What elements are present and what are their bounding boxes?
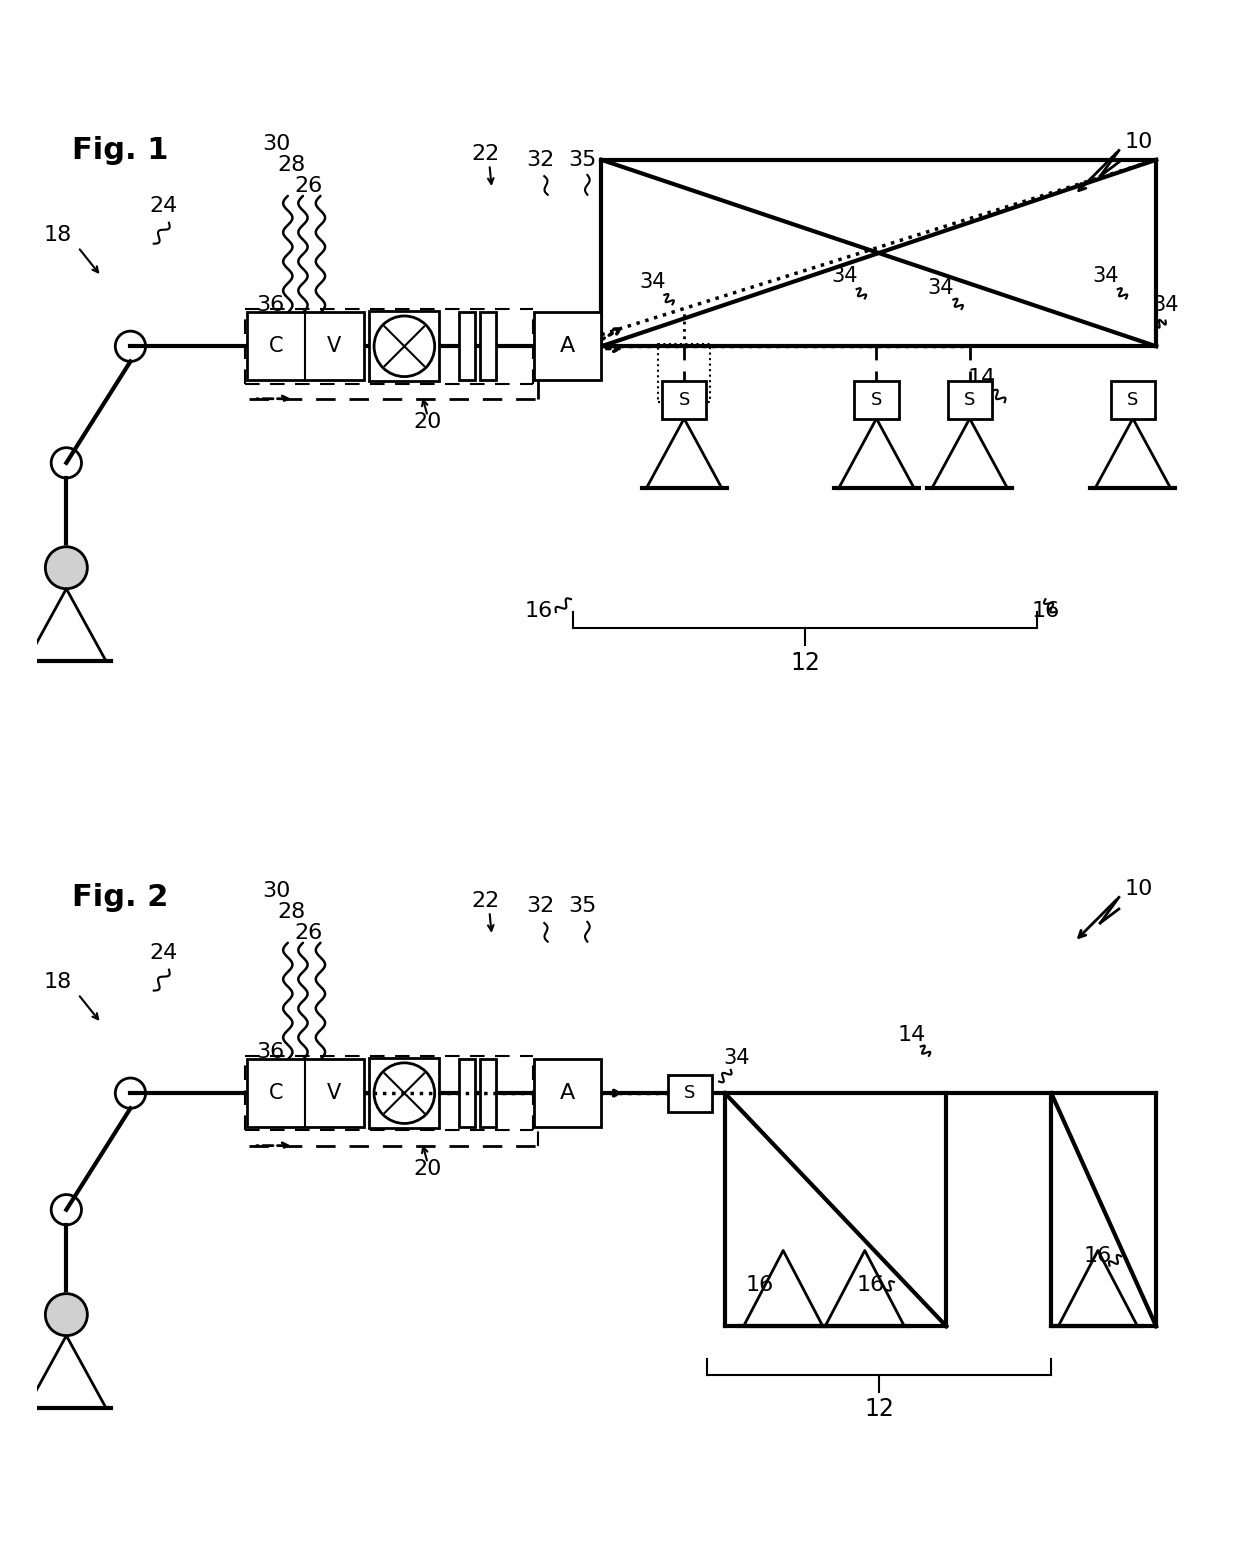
Text: 16: 16 (857, 1276, 884, 1295)
Text: 34: 34 (928, 279, 954, 297)
Text: 34: 34 (1152, 296, 1179, 316)
Text: Fig. 2: Fig. 2 (72, 884, 169, 912)
Text: C: C (269, 1083, 284, 1103)
Circle shape (46, 546, 87, 588)
Polygon shape (1058, 1251, 1137, 1326)
Text: V: V (327, 336, 341, 356)
Text: Fig. 1: Fig. 1 (72, 137, 169, 165)
Text: 16: 16 (525, 601, 553, 621)
Text: S: S (684, 1085, 696, 1102)
FancyBboxPatch shape (459, 1060, 475, 1127)
Text: 28: 28 (278, 156, 305, 176)
Text: S: S (963, 391, 976, 409)
Text: 22: 22 (472, 143, 500, 163)
Text: 26: 26 (295, 176, 322, 196)
Text: S: S (1127, 391, 1138, 409)
FancyBboxPatch shape (533, 1060, 601, 1127)
FancyBboxPatch shape (947, 381, 992, 419)
Text: 24: 24 (149, 943, 177, 963)
Text: V: V (327, 1083, 341, 1103)
Text: 34: 34 (723, 1049, 750, 1067)
Text: 20: 20 (413, 412, 441, 433)
Text: 18: 18 (45, 226, 72, 246)
Text: 32: 32 (527, 896, 554, 916)
Text: 34: 34 (832, 266, 858, 286)
Text: S: S (870, 391, 882, 409)
Text: 34: 34 (1092, 266, 1120, 286)
Text: 35: 35 (568, 149, 596, 170)
Text: 16: 16 (1084, 1246, 1112, 1267)
Polygon shape (646, 419, 722, 489)
Polygon shape (1095, 419, 1171, 489)
FancyBboxPatch shape (1111, 381, 1154, 419)
Text: 36: 36 (257, 296, 284, 316)
Polygon shape (838, 419, 914, 489)
Polygon shape (744, 1251, 823, 1326)
Text: 12: 12 (864, 1397, 894, 1421)
Text: A: A (560, 1083, 575, 1103)
FancyBboxPatch shape (480, 1060, 496, 1127)
Text: 10: 10 (1125, 879, 1153, 899)
Text: 35: 35 (568, 896, 596, 916)
FancyBboxPatch shape (459, 313, 475, 380)
Text: 30: 30 (262, 881, 290, 901)
FancyBboxPatch shape (247, 1060, 363, 1127)
Text: 30: 30 (262, 134, 290, 154)
Text: 36: 36 (257, 1043, 284, 1063)
FancyBboxPatch shape (533, 313, 601, 380)
Text: 12: 12 (790, 650, 821, 674)
Text: C: C (269, 336, 284, 356)
Text: S: S (678, 391, 689, 409)
Polygon shape (825, 1251, 904, 1326)
FancyBboxPatch shape (370, 311, 439, 381)
Polygon shape (27, 588, 105, 661)
Text: 18: 18 (45, 972, 72, 993)
FancyBboxPatch shape (370, 1058, 439, 1128)
Text: 26: 26 (295, 923, 322, 943)
Polygon shape (931, 419, 1008, 489)
FancyBboxPatch shape (668, 1075, 712, 1113)
Text: 16: 16 (1032, 601, 1059, 621)
FancyBboxPatch shape (480, 313, 496, 380)
Text: 28: 28 (278, 902, 305, 923)
Text: 16: 16 (745, 1276, 774, 1295)
FancyBboxPatch shape (662, 381, 707, 419)
Text: 14: 14 (967, 367, 996, 387)
Text: 32: 32 (527, 149, 554, 170)
FancyBboxPatch shape (854, 381, 899, 419)
Text: 22: 22 (472, 890, 500, 910)
Circle shape (46, 1293, 87, 1335)
Text: 24: 24 (149, 196, 177, 216)
Text: A: A (560, 336, 575, 356)
Text: 14: 14 (898, 1025, 925, 1044)
Text: 34: 34 (640, 272, 666, 293)
Polygon shape (27, 1335, 105, 1408)
Text: 20: 20 (413, 1159, 441, 1179)
Text: 10: 10 (1125, 132, 1153, 152)
FancyBboxPatch shape (247, 313, 363, 380)
